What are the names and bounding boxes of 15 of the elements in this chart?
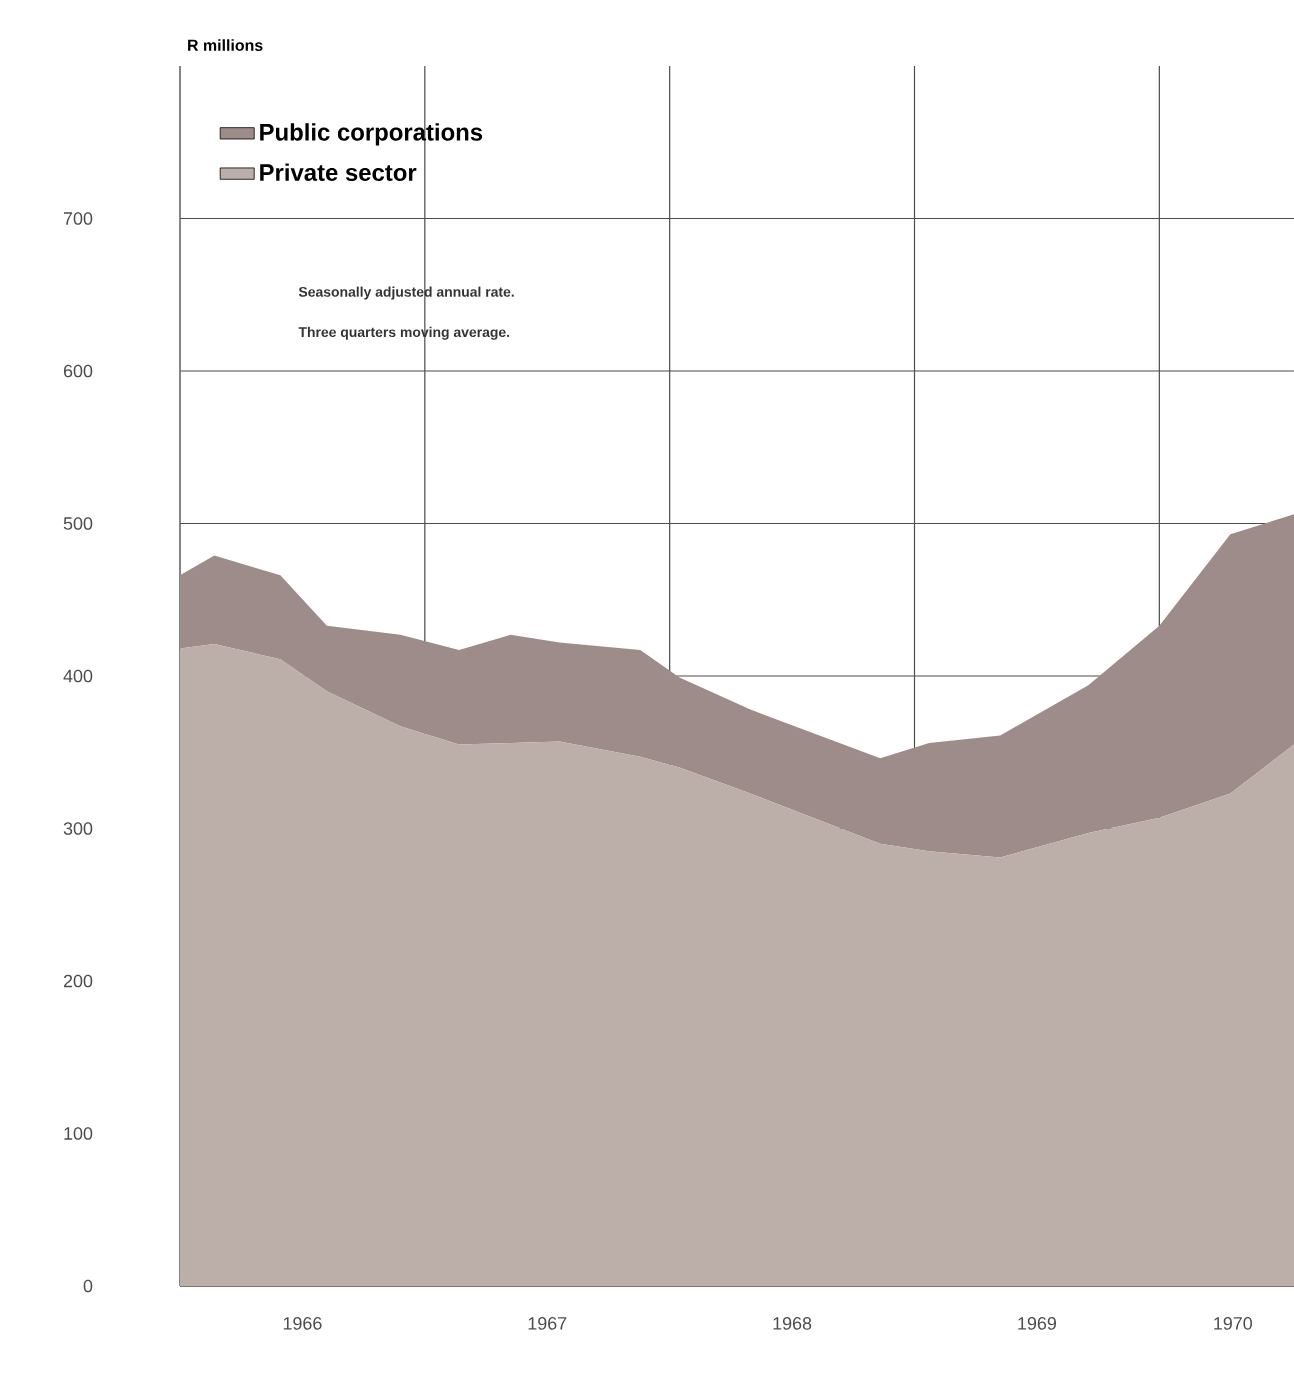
x-tick-label: 1967	[528, 1317, 566, 1330]
x-tick-label: 1970	[1213, 1317, 1252, 1330]
y-tick-label: 200	[63, 974, 92, 988]
legend-label: Public corporations	[259, 123, 482, 146]
legend-label: Private sector	[259, 163, 416, 181]
x-tick-label: 1968	[773, 1317, 811, 1330]
y-tick-label: 600	[63, 364, 92, 378]
y-tick-label: 700	[63, 212, 92, 225]
y-tick-label: 300	[63, 822, 92, 835]
y-tick-label: 400	[63, 669, 92, 683]
y-tick-label: 0	[83, 1279, 92, 1293]
x-tick-label: 1966	[283, 1317, 322, 1330]
x-tick-label: 1969	[1017, 1317, 1056, 1330]
y-tick-label: 100	[64, 1127, 92, 1140]
y-tick-label: 500	[63, 517, 92, 530]
